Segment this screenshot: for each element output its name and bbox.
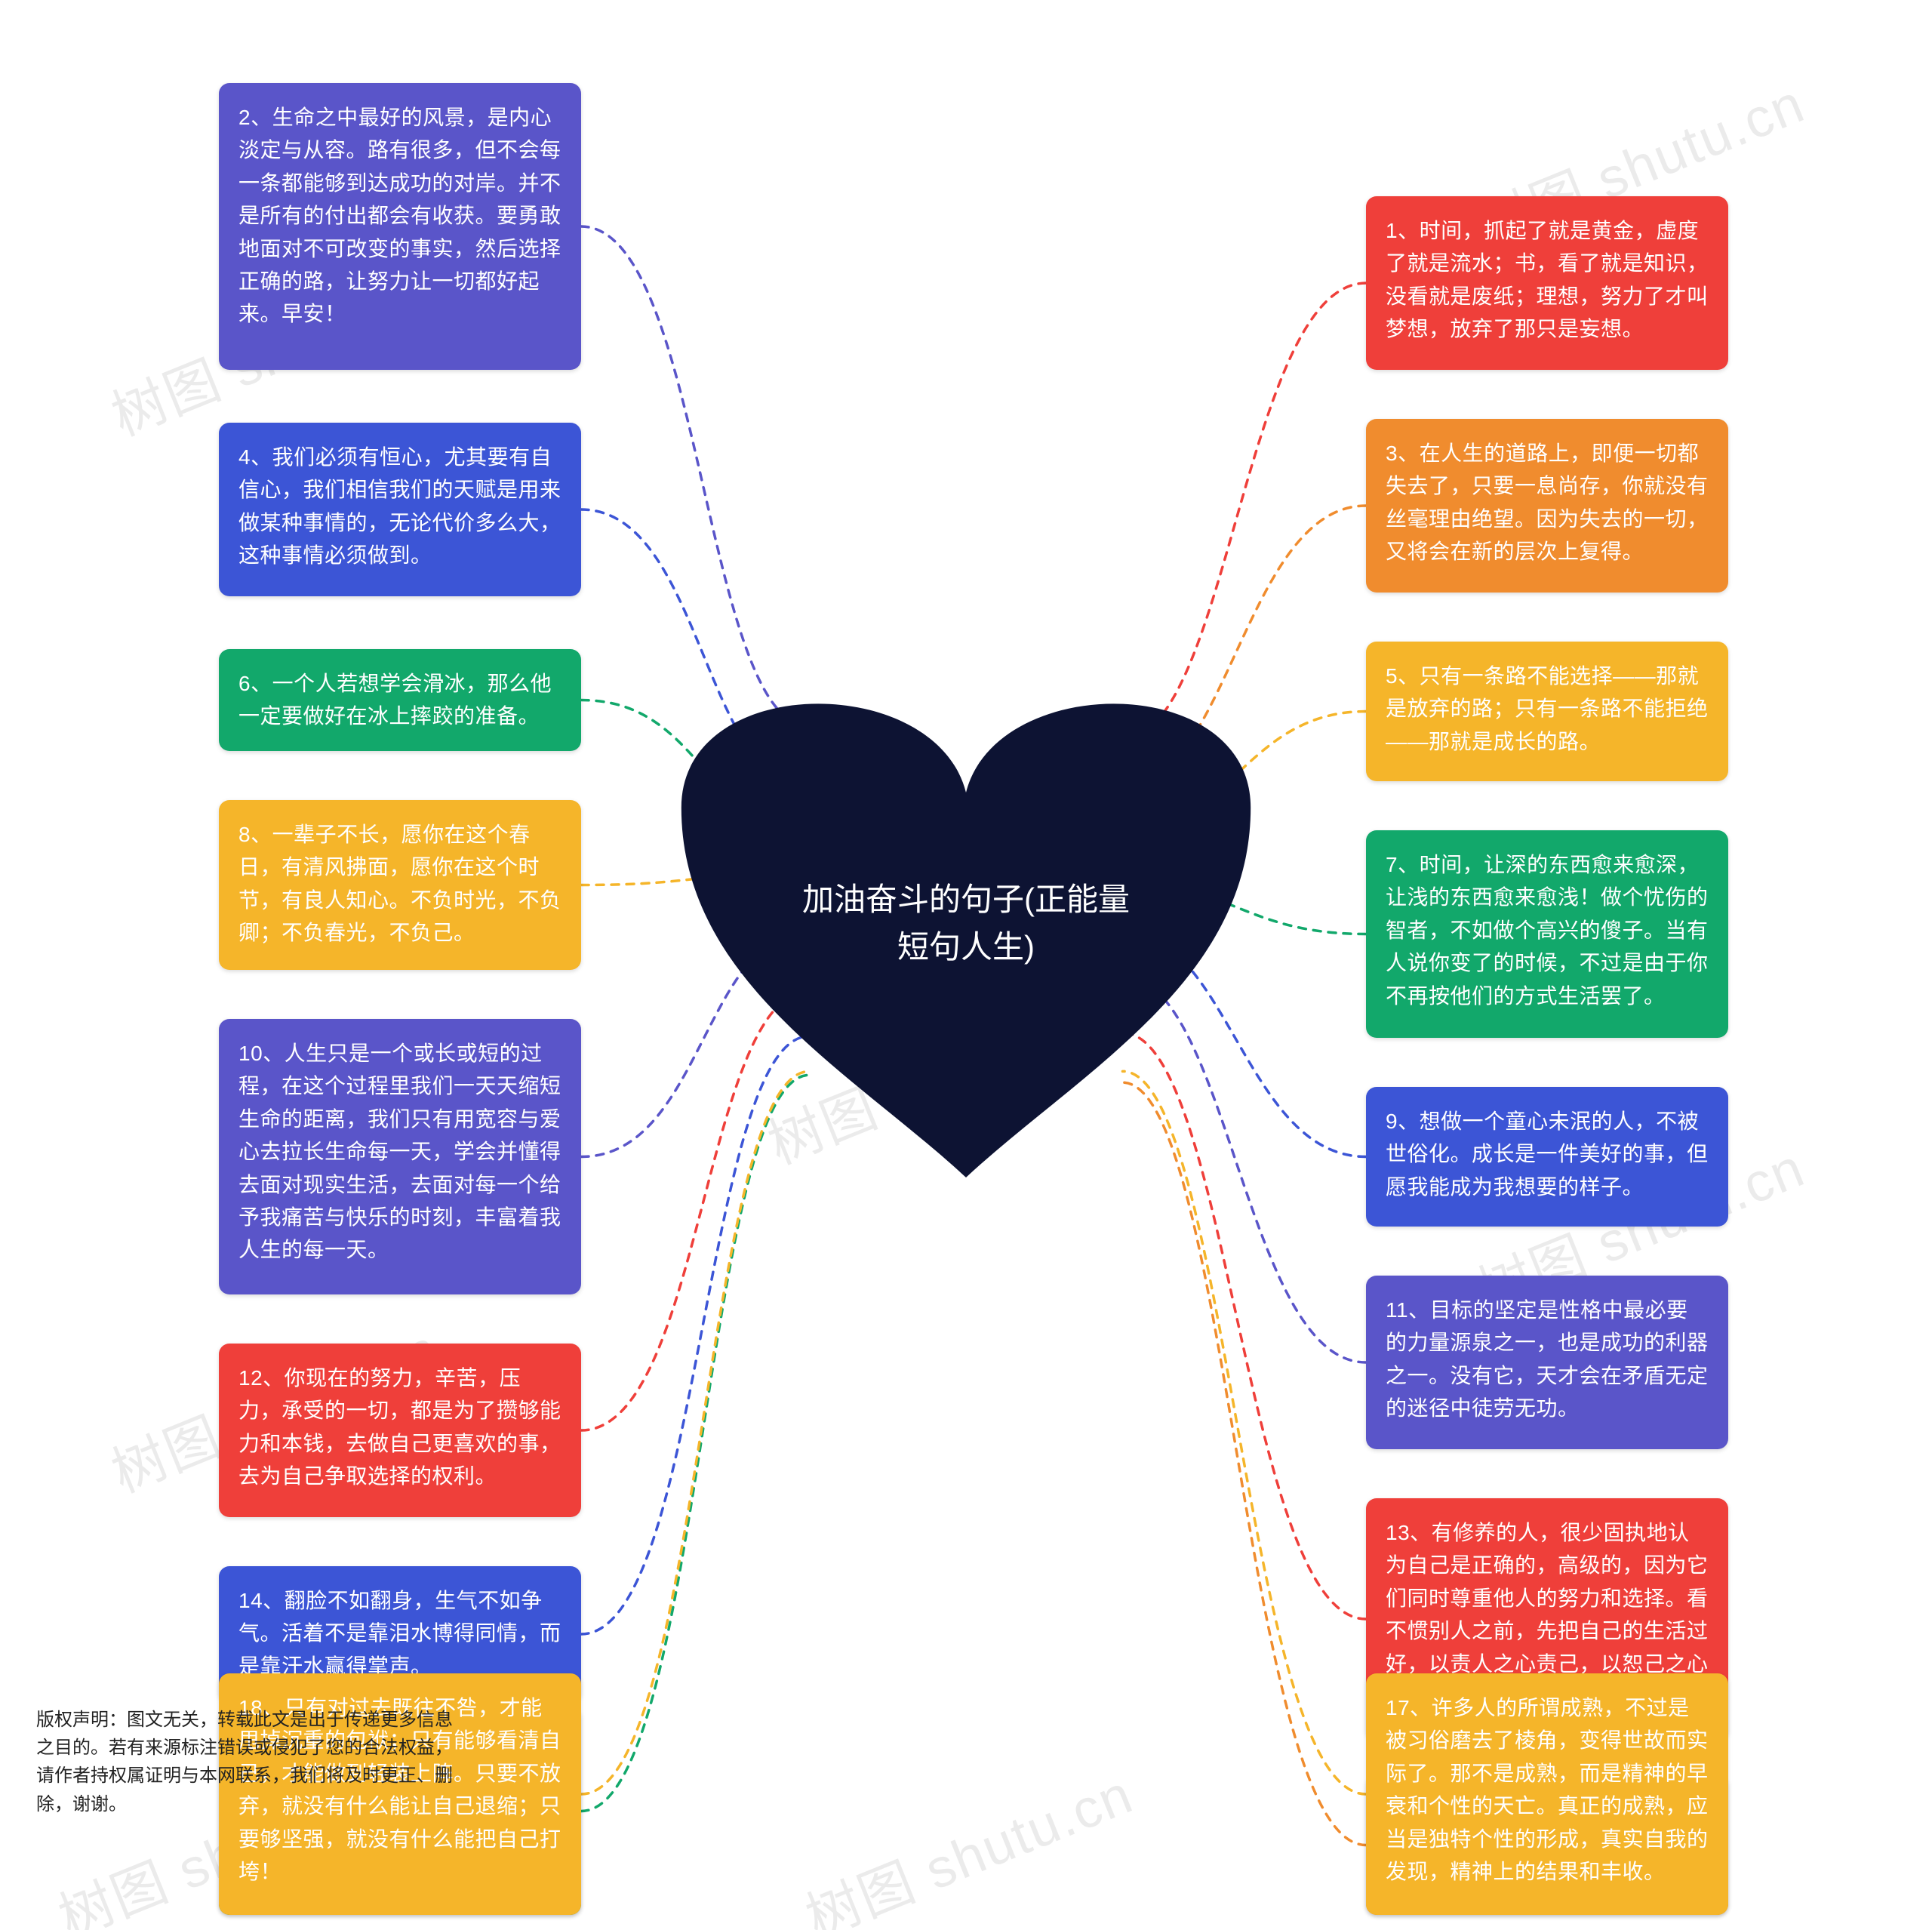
quote-card[interactable]: 1、时间，抓起了就是黄金，虚度了就是流水；书，看了就是知识，没看就是废纸；理想，…	[1366, 196, 1728, 370]
quote-text: 6、一个人若想学会滑冰，那么他一定要做好在冰上摔跤的准备。	[238, 672, 552, 728]
quote-text: 1、时间，抓起了就是黄金，虚度了就是流水；书，看了就是知识，没看就是废纸；理想，…	[1386, 219, 1709, 340]
quote-text: 9、想做一个童心未泯的人，不被世俗化。成长是一件美好的事，但愿我能成为我想要的样…	[1386, 1110, 1709, 1199]
copyright-notice: 版权声明：图文无关，转载此文是出于传递更多信息之目的。若有来源标注错误或侵犯了您…	[36, 1706, 459, 1818]
quote-card[interactable]: 2、生命之中最好的风景，是内心淡定与从容。路有很多，但不会每一条都能够到达成功的…	[219, 83, 581, 370]
mindmap-canvas: 树图 shutu.cn树图 shutu.cn树图 shutu.cn树图 shut…	[0, 0, 1932, 1930]
quote-card[interactable]: 4、我们必须有恒心，尤其要有自信心，我们相信我们的天赋是用来做某种事情的，无论代…	[219, 423, 581, 596]
center-node[interactable]: 加油奋斗的句子(正能量短句人生)	[657, 626, 1275, 1200]
quote-text: 4、我们必须有恒心，尤其要有自信心，我们相信我们的天赋是用来做某种事情的，无论代…	[238, 445, 561, 567]
quote-text: 5、只有一条路不能选择——那就是放弃的路；只有一条路不能拒绝——那就是成长的路。	[1386, 664, 1709, 753]
quote-text: 3、在人生的道路上，即便一切都失去了，只要一息尚存，你就没有丝毫理由绝望。因为失…	[1386, 442, 1709, 563]
quote-card[interactable]: 8、一辈子不长，愿你在这个春日，有清风拂面，愿你在这个时节，有良人知心。不负时光…	[219, 800, 581, 970]
center-title: 加油奋斗的句子(正能量短句人生)	[657, 876, 1275, 971]
quote-card[interactable]: 7、时间，让深的东西愈来愈深，让浅的东西愈来愈浅！做个忧伤的智者，不如做个高兴的…	[1366, 830, 1728, 1038]
quote-text: 12、你现在的努力，辛苦，压力，承受的一切，都是为了攒够能力和本钱，去做自己更喜…	[238, 1366, 561, 1488]
quote-text: 7、时间，让深的东西愈来愈深，让浅的东西愈来愈浅！做个忧伤的智者，不如做个高兴的…	[1386, 853, 1709, 1008]
watermark: 树图 shutu.cn	[792, 1750, 1143, 1930]
quote-card[interactable]: 12、你现在的努力，辛苦，压力，承受的一切，都是为了攒够能力和本钱，去做自己更喜…	[219, 1344, 581, 1517]
quote-text: 17、许多人的所谓成熟，不过是被习俗磨去了棱角，变得世故而实际了。那不是成熟，而…	[1386, 1696, 1709, 1883]
quote-text: 2、生命之中最好的风景，是内心淡定与从容。路有很多，但不会每一条都能够到达成功的…	[238, 106, 561, 325]
quote-text: 11、目标的坚定是性格中最必要的力量源泉之一，也是成功的利器之一。没有它，天才会…	[1386, 1298, 1709, 1420]
quote-card[interactable]: 9、想做一个童心未泯的人，不被世俗化。成长是一件美好的事，但愿我能成为我想要的样…	[1366, 1087, 1728, 1227]
quote-card[interactable]: 11、目标的坚定是性格中最必要的力量源泉之一，也是成功的利器之一。没有它，天才会…	[1366, 1276, 1728, 1449]
quote-card[interactable]: 17、许多人的所谓成熟，不过是被习俗磨去了棱角，变得世故而实际了。那不是成熟，而…	[1366, 1673, 1728, 1915]
quote-text: 10、人生只是一个或长或短的过程，在这个过程里我们一天天缩短生命的距离，我们只有…	[238, 1042, 561, 1261]
quote-card[interactable]: 6、一个人若想学会滑冰，那么他一定要做好在冰上摔跤的准备。	[219, 649, 581, 751]
quote-text: 14、翻脸不如翻身，生气不如争气。活着不是靠泪水博得同情，而是靠汗水赢得掌声。	[238, 1589, 561, 1678]
quote-text: 8、一辈子不长，愿你在这个春日，有清风拂面，愿你在这个时节，有良人知心。不负时光…	[238, 823, 561, 944]
quote-card[interactable]: 3、在人生的道路上，即便一切都失去了，只要一息尚存，你就没有丝毫理由绝望。因为失…	[1366, 419, 1728, 593]
quote-card[interactable]: 10、人生只是一个或长或短的过程，在这个过程里我们一天天缩短生命的距离，我们只有…	[219, 1019, 581, 1294]
quote-card[interactable]: 5、只有一条路不能选择——那就是放弃的路；只有一条路不能拒绝——那就是成长的路。	[1366, 642, 1728, 781]
